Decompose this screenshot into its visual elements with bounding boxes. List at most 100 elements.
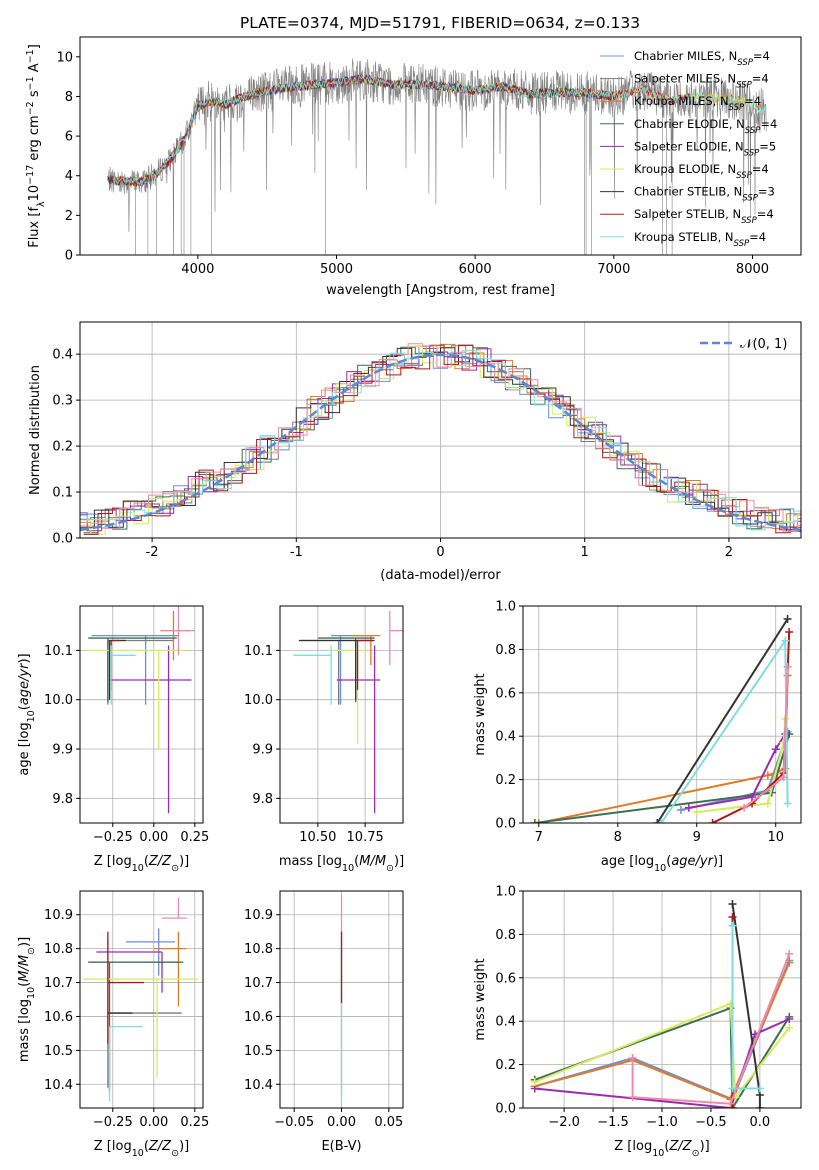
mass_weight_vs_Z-xtick-label: 0.0 (750, 1115, 771, 1130)
mass_weight_vs_Z-panel: −2.0 −1.5 −1.0 −0.5 0.0 0.0 0.2 0.4 0.6 0.8 1.0 Z [… (473, 885, 802, 1159)
mass_weight_vs_Z-ylabel: mass weight (473, 958, 488, 1040)
mass_weight_vs_age-plot-area (530, 615, 794, 823)
spectrum-ylabel: Flux [fλ10−17 erg cm−2 s−1 A−1] (25, 44, 47, 248)
mass-weight-marker (785, 949, 794, 958)
spectrum-xtick-label: 5000 (320, 262, 353, 277)
mass-weight-line (631, 953, 791, 1105)
age_vs_Z-xtick-label: −0.25 (93, 830, 133, 845)
mass-weight-marker (783, 662, 792, 671)
residual-histogram (80, 345, 801, 529)
residuals-panel: -2 -1 0 1 2 0.0 0.1 0.2 0.3 0.4 𝒩(0, 1) (data-model… (28, 321, 802, 583)
mass-weight-marker (755, 1084, 764, 1093)
legend-label: Chabrier ELODIE, NSSP=4 (634, 117, 777, 136)
mass-weight-marker (728, 1084, 737, 1093)
mass_weight_vs_Z-xtick-label: −0.5 (695, 1115, 727, 1130)
mass-weight-marker (708, 819, 717, 823)
mass_weight_vs_Z-xlabel: Z [log10(Z/Z⊙)] (614, 1139, 709, 1159)
residuals-ytick-label: 0.1 (52, 486, 73, 501)
mass-weight-marker (771, 745, 780, 754)
mass-weight-marker (785, 628, 794, 637)
spectrum-ytick-label: 4 (65, 169, 73, 184)
mass_weight_vs_age-ytick-label: 1.0 (495, 600, 516, 615)
legend-label: Kroupa ELODIE, NSSP=4 (634, 162, 769, 181)
spectrum-model-line (112, 74, 766, 187)
mass_weight_vs_age-ytick-label: 0.0 (495, 817, 516, 832)
mass_vs_EBV-xtick-label: 0.05 (374, 1115, 403, 1130)
residuals-ytick-label: 0.0 (52, 532, 73, 547)
mass-weight-line (688, 733, 787, 809)
age_vs_Z-ytick-label: 10.1 (44, 644, 73, 659)
mass-weight-marker (676, 805, 685, 814)
spectrum-ytick-label: 10 (56, 50, 73, 65)
age_vs_mass-xlabel: mass [log10(M/M⊙)] (279, 854, 404, 874)
mass_weight_vs_Z-xtick-label: −1.5 (597, 1115, 629, 1130)
spectrum-xtick-label: 8000 (736, 262, 769, 277)
spectrum-axes-frame (79, 36, 802, 256)
mass-weight-marker (684, 803, 693, 812)
mass-weight-marker (692, 808, 701, 817)
residuals-xtick-label: -2 (146, 545, 159, 560)
mass_vs_EBV-ytick-label: 10.5 (244, 1044, 273, 1059)
residual-histogram (80, 343, 801, 532)
mass_weight_vs_age-xtick-label: 7 (535, 830, 543, 845)
mass_vs_Z-axes-frame (79, 890, 204, 1109)
mass_weight_vs_age-panel: 7 8 9 10 0.0 0.2 0.4 0.6 0.8 1.0 age [log10(age/yr… (473, 600, 802, 874)
mass_weight_vs_Z-ytick-label: 0.8 (495, 928, 516, 943)
spectrum-title: PLATE=0374, MJD=51791, FIBERID=0634, z=0… (240, 14, 640, 32)
mass_vs_Z-ytick-label: 10.4 (44, 1078, 73, 1093)
age_vs_Z-axes-frame (79, 605, 204, 824)
legend-label: 𝒩(0, 1) (740, 337, 787, 352)
mass_vs_Z-ytick-label: 10.9 (44, 908, 73, 923)
residuals-xtick-label: 1 (581, 545, 589, 560)
gaussian-curve (80, 353, 801, 532)
mass-weight-marker (728, 1104, 737, 1108)
age_vs_Z-ytick-label: 9.9 (52, 743, 73, 758)
spectrum-xtick-label: 7000 (597, 262, 630, 277)
mass_vs_EBV-ytick-label: 10.9 (244, 908, 273, 923)
spectrum-legend: Chabrier MILES, NSSP=4 Salpeter MILES, NS… (600, 49, 777, 249)
age_vs_Z-panel: −0.25 0.00 0.25 9.8 9.9 10.0 10.1 Z [log10(Z/Z⊙… (17, 605, 209, 874)
spectrum-ytick-label: 8 (65, 90, 73, 105)
age_vs_Z-xtick-label: 0.00 (139, 830, 168, 845)
age_vs_mass-ytick-label: 10.1 (244, 644, 273, 659)
mass_weight_vs_age-xlabel: age [log10(age/yr)] (601, 854, 723, 874)
age_vs_mass-xtick-label: 10.50 (299, 830, 336, 845)
mass-weight-marker (779, 773, 788, 782)
residuals-xtick-label: 2 (725, 545, 733, 560)
legend-label: Salpeter ELODIE, NSSP=5 (634, 139, 776, 158)
mass-weight-line (656, 618, 789, 823)
residuals-xtick-label: -1 (290, 545, 303, 560)
mass_weight_vs_age-ytick-label: 0.6 (495, 686, 516, 701)
age_vs_mass-axes-frame (279, 605, 404, 824)
mass-weight-marker (740, 803, 749, 812)
mass_vs_EBV-panel: −0.05 0.00 0.05 10.4 10.5 10.6 10.7 10.8 10.9 E(B… (244, 890, 404, 1154)
mass_vs_Z-ytick-label: 10.6 (44, 1010, 73, 1025)
spectrum-ytick-label: 0 (65, 249, 73, 264)
mass_weight_vs_age-ytick-label: 0.4 (495, 730, 516, 745)
mass_vs_EBV-ytick-label: 10.8 (244, 942, 273, 957)
legend-label: Kroupa STELIB, NSSP=4 (634, 230, 766, 249)
residuals-ytick-label: 0.3 (52, 394, 73, 409)
mass_weight_vs_age-ylabel: mass weight (473, 673, 488, 755)
age_vs_Z-ylabel: age [log10(age/yr)] (17, 653, 37, 775)
mass_vs_Z-xtick-label: −0.25 (93, 1115, 133, 1130)
age_vs_mass-xtick-label: 10.75 (347, 830, 384, 845)
age_vs_Z-xtick-label: 0.25 (180, 830, 209, 845)
age_vs_Z-xlabel: Z [log10(Z/Z⊙)] (94, 854, 189, 874)
mass-weight-marker (783, 799, 792, 808)
spectrum-ytick-label: 2 (65, 209, 73, 224)
legend-label: Chabrier STELIB, NSSP=3 (634, 185, 775, 204)
mass-weight-marker (653, 819, 662, 823)
mass-weight-marker (785, 1023, 794, 1032)
mass_vs_Z-ylabel: mass [log10(M/M⊙)] (17, 937, 37, 1062)
mass_weight_vs_age-ytick-label: 0.2 (495, 773, 516, 788)
residual-histogram (80, 343, 801, 535)
mass_vs_Z-ytick-label: 10.8 (44, 942, 73, 957)
residuals-xtick-label: 0 (436, 545, 444, 560)
spectrum-xtick-label: 6000 (459, 262, 492, 277)
mass-weight-marker (781, 636, 790, 645)
residuals-ytick-label: 0.4 (52, 348, 73, 363)
mass_vs_EBV-xtick-label: 0.00 (327, 1115, 356, 1130)
mass_weight_vs_age-xtick-label: 8 (614, 830, 622, 845)
age_vs_mass-ytick-label: 10.0 (244, 693, 273, 708)
